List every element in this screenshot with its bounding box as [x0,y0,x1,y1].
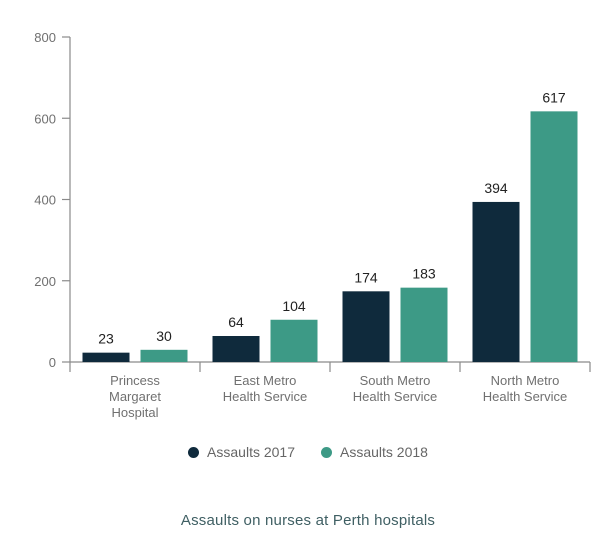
y-tick-label: 400 [34,193,56,208]
y-tick-label: 0 [49,355,56,370]
data-label: 23 [98,331,114,347]
x-tick-label: East Metro Health Service [223,373,308,404]
legend-marker-2017 [188,446,200,458]
legend-item-2018: Assaults 2018 [321,444,428,460]
bars [82,111,578,362]
bar [400,287,448,362]
data-label: 30 [156,328,172,344]
x-tick-label: South Metro Health Service [353,373,438,404]
data-label: 104 [282,298,306,314]
bar [342,291,390,362]
data-label: 174 [354,269,378,285]
legend-marker-2018 [321,446,332,458]
bar [270,319,318,362]
legend: Assaults 2017 Assaults 2018 [0,444,616,460]
chart-caption: Assaults on nurses at Perth hospitals [180,512,436,529]
y-tick-label: 200 [34,274,56,289]
legend-label-2017: Assaults 2017 [207,444,295,460]
data-labels: 23 30 64 104 174 183 394 617 [98,89,566,346]
bar [82,352,130,362]
bar [472,201,520,362]
data-label: 64 [228,314,244,330]
y-axis: 0 200 400 600 800 [34,30,71,370]
legend-item-2017: Assaults 2017 [188,444,295,460]
x-tick-label: North Metro Health Service [483,373,568,404]
bar [212,336,260,362]
data-label: 394 [484,180,508,196]
y-tick-label: 800 [34,30,56,45]
data-label: 183 [412,266,436,282]
bar [530,111,578,362]
legend-label-2018: Assaults 2018 [340,444,428,460]
bar-chart: 0 200 400 600 800 Princess Margaret Hospital Ea… [34,30,591,420]
data-label: 617 [542,89,566,105]
y-tick-label: 600 [34,111,56,126]
x-axis: Princess Margaret Hospital East Metro Health… [69,361,591,420]
bar [140,349,188,362]
x-tick-label: Princess Margaret Hospital [109,373,161,420]
